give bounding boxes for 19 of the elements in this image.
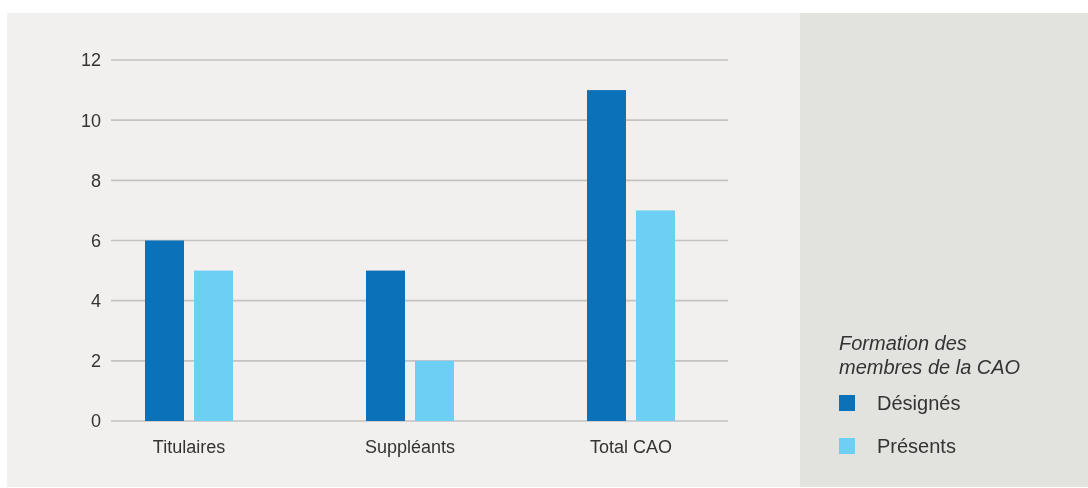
y-tick-label: 6 (90, 230, 101, 251)
y-tick-label: 4 (90, 291, 101, 312)
y-tick-label: 0 (90, 411, 101, 432)
bar (145, 240, 184, 421)
x-tick-label: Total CAO (589, 437, 673, 457)
legend-label: Présents (877, 435, 956, 458)
bar (194, 270, 233, 421)
bar (415, 360, 454, 421)
y-tick-label: 10 (80, 110, 101, 131)
y-tick-label: 8 (90, 170, 101, 191)
legend-label: Désignés (877, 392, 961, 415)
bar (636, 210, 675, 421)
x-tick-label: Suppléants (364, 437, 456, 457)
bar (587, 90, 626, 421)
y-tick-label: 2 (90, 351, 101, 372)
x-tick-label: Titulaires (152, 437, 226, 457)
bar (366, 270, 405, 421)
legend-title: Formation des membres de la CAO (839, 332, 1021, 378)
y-tick-label: 12 (80, 50, 101, 71)
